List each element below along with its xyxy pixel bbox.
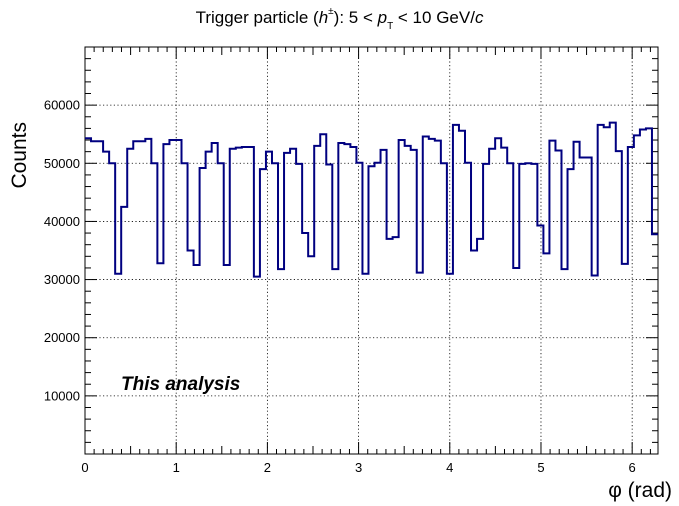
y-tick-label: 60000 [44, 98, 80, 113]
y-tick-label: 40000 [44, 214, 80, 229]
this-analysis-label: This analysis [121, 374, 240, 395]
x-tick-label: 5 [537, 460, 544, 475]
y-axis-title: Counts [8, 122, 31, 189]
y-tick-label: 20000 [44, 330, 80, 345]
x-tick-label: 6 [629, 460, 636, 475]
histogram-line [85, 121, 658, 278]
x-tick-label: 0 [81, 460, 88, 475]
y-tick-label: 10000 [44, 388, 80, 403]
x-tick-label: 2 [264, 460, 271, 475]
plot-frame [84, 46, 659, 455]
x-tick-label: 4 [446, 460, 453, 475]
y-tick-label: 50000 [44, 156, 80, 171]
x-axis-title: φ (rad) [608, 479, 672, 502]
x-tick-label: 3 [355, 460, 362, 475]
chart-title: Trigger particle (h±): 5 < pT < 10 GeV/c [195, 6, 484, 33]
grid-lines [85, 47, 658, 454]
tick-labels: 0 1 2 3 4 5 6 10000 20000 30000 40000 50000 60000 [44, 98, 636, 475]
x-tick-label: 1 [173, 460, 180, 475]
y-tick-label: 30000 [44, 272, 80, 287]
